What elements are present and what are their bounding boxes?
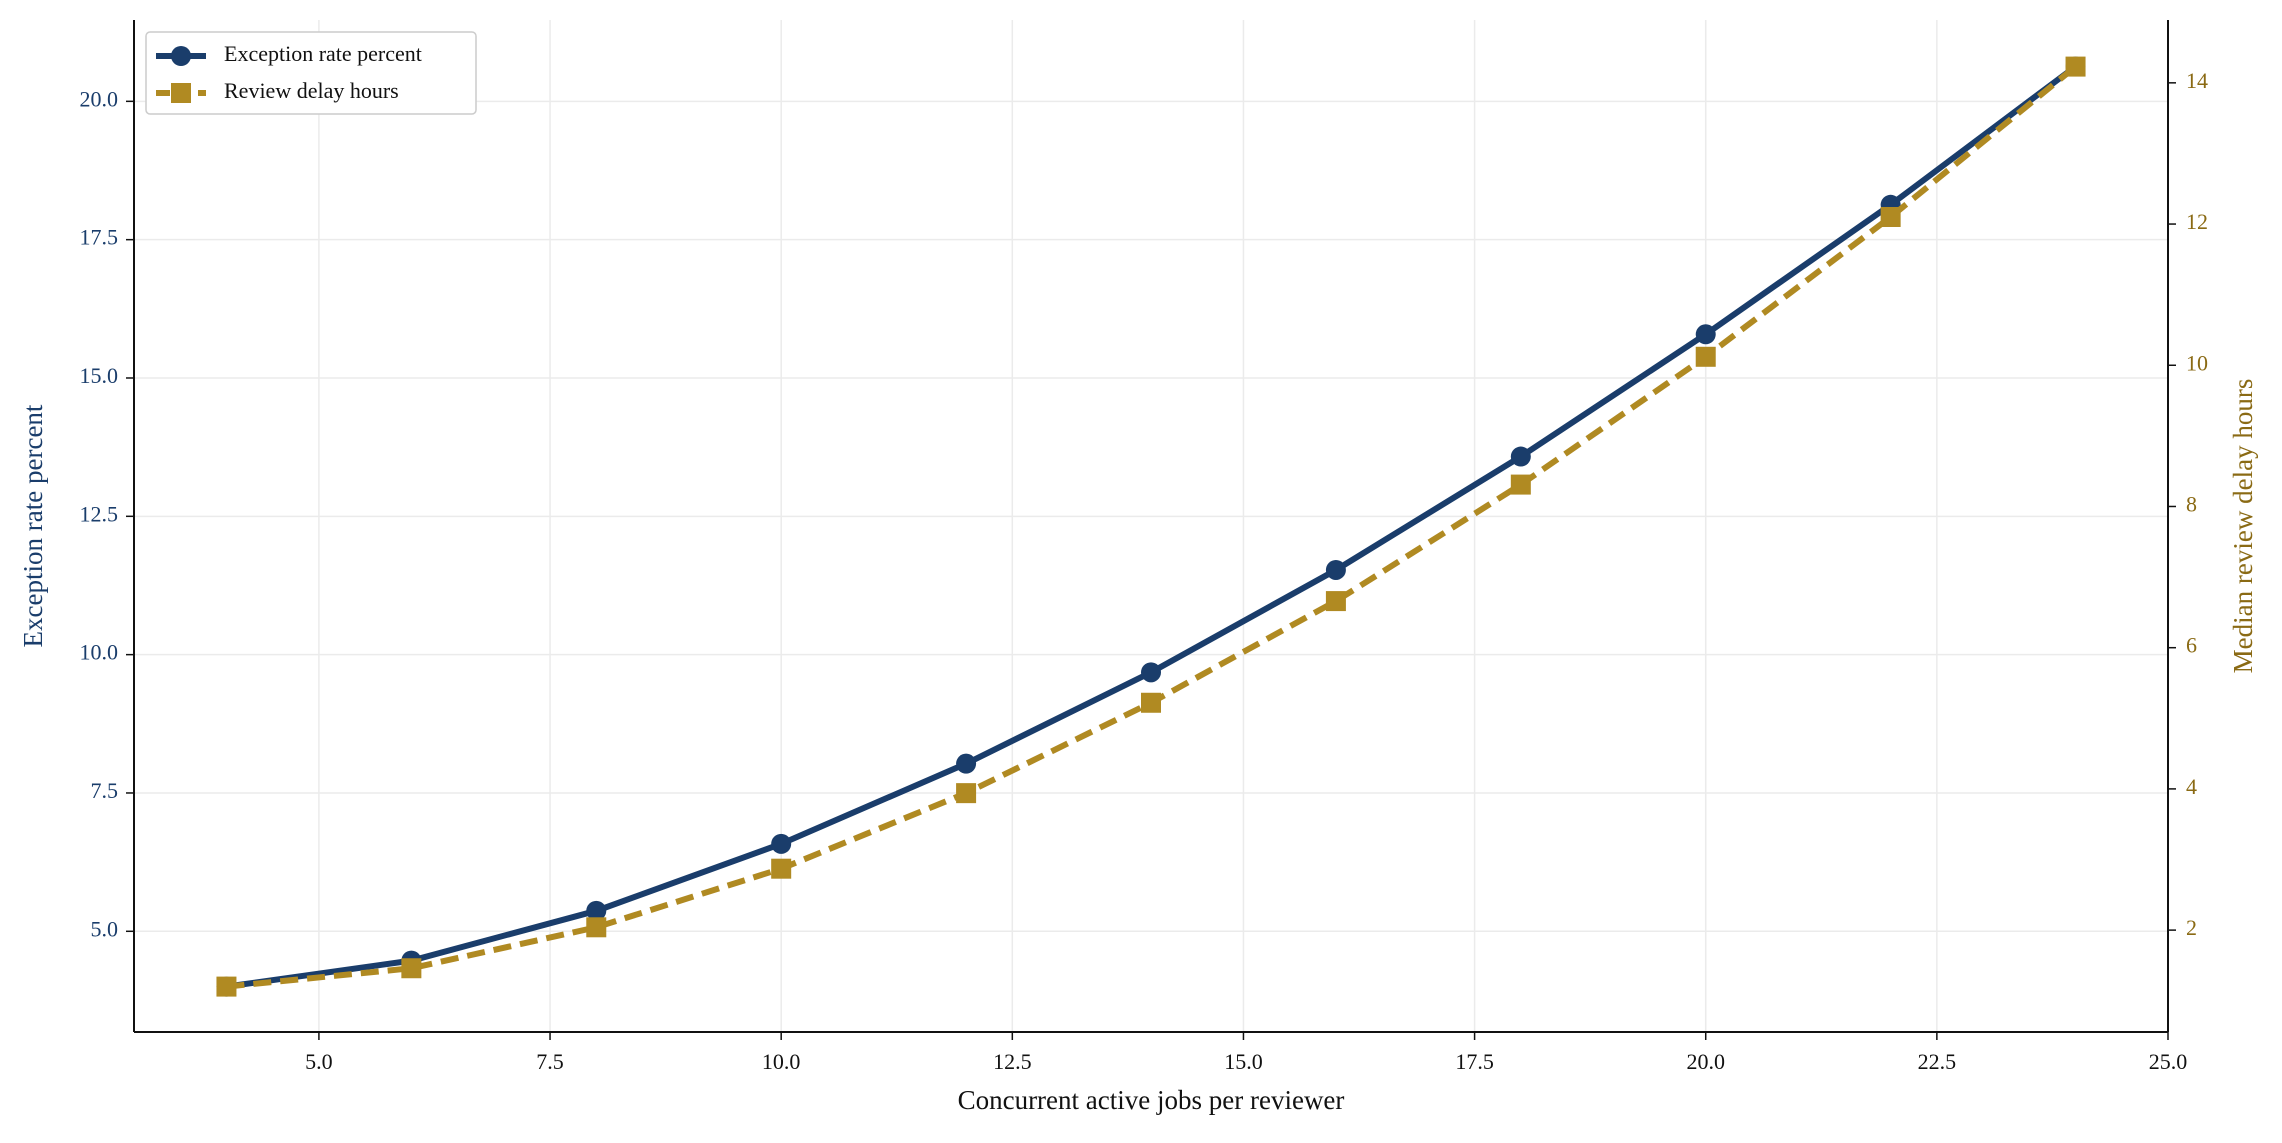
x-tick-label: 7.5: [536, 1049, 564, 1074]
y-tick-label: 20.0: [80, 86, 119, 111]
x-tick-label: 20.0: [1686, 1049, 1725, 1074]
marker: [586, 917, 607, 938]
x-tick-label: 15.0: [1224, 1049, 1263, 1074]
marker: [771, 858, 792, 879]
marker: [171, 46, 191, 66]
marker: [1510, 474, 1531, 495]
y2-tick-label: 4: [2186, 774, 2197, 799]
series-line: [226, 64, 2078, 990]
legend-label: Exception rate percent: [224, 41, 422, 66]
x-tick-label: 25.0: [2149, 1049, 2188, 1074]
marker: [1695, 324, 1716, 345]
marker: [171, 83, 191, 103]
series-line: [226, 64, 2078, 990]
x-tick-label: 22.5: [1918, 1049, 1957, 1074]
marker: [771, 833, 792, 854]
marker: [1141, 692, 1161, 713]
y2-tick-label: 8: [2186, 492, 2197, 517]
y2-tick-label: 14: [2186, 68, 2208, 93]
marker: [1880, 206, 1901, 227]
y2-tick-label: 12: [2186, 209, 2208, 234]
y2-tick-label: 10: [2186, 350, 2208, 375]
y-axis-label: Exception rate percent: [18, 404, 48, 647]
y2-tick-label: 6: [2186, 633, 2197, 658]
marker: [2065, 56, 2086, 77]
x-axis-label: Concurrent active jobs per reviewer: [958, 1085, 1345, 1115]
marker: [956, 753, 977, 774]
legend-label: Review delay hours: [224, 78, 399, 103]
marker: [1695, 346, 1716, 367]
y2-axis-label: Median review delay hours: [2228, 379, 2258, 674]
marker: [216, 976, 237, 997]
y-tick-label: 5.0: [91, 916, 119, 941]
marker: [401, 958, 422, 979]
y-tick-label: 10.0: [80, 640, 119, 665]
marker: [1325, 591, 1346, 612]
legend-box: [145, 31, 477, 115]
marker: [586, 900, 607, 921]
y-tick-label: 17.5: [80, 225, 119, 250]
x-tick-label: 17.5: [1455, 1049, 1494, 1074]
y-tick-label: 7.5: [91, 778, 119, 803]
x-tick-label: 12.5: [993, 1049, 1032, 1074]
y-tick-label: 15.0: [80, 363, 119, 388]
x-tick-label: 5.0: [305, 1049, 333, 1074]
y-tick-label: 12.5: [80, 501, 119, 526]
y2-tick-label: 2: [2186, 915, 2197, 940]
marker: [1510, 446, 1531, 467]
marker: [1141, 662, 1161, 683]
marker: [956, 783, 977, 804]
marker: [1325, 559, 1346, 580]
x-tick-label: 10.0: [762, 1049, 801, 1074]
